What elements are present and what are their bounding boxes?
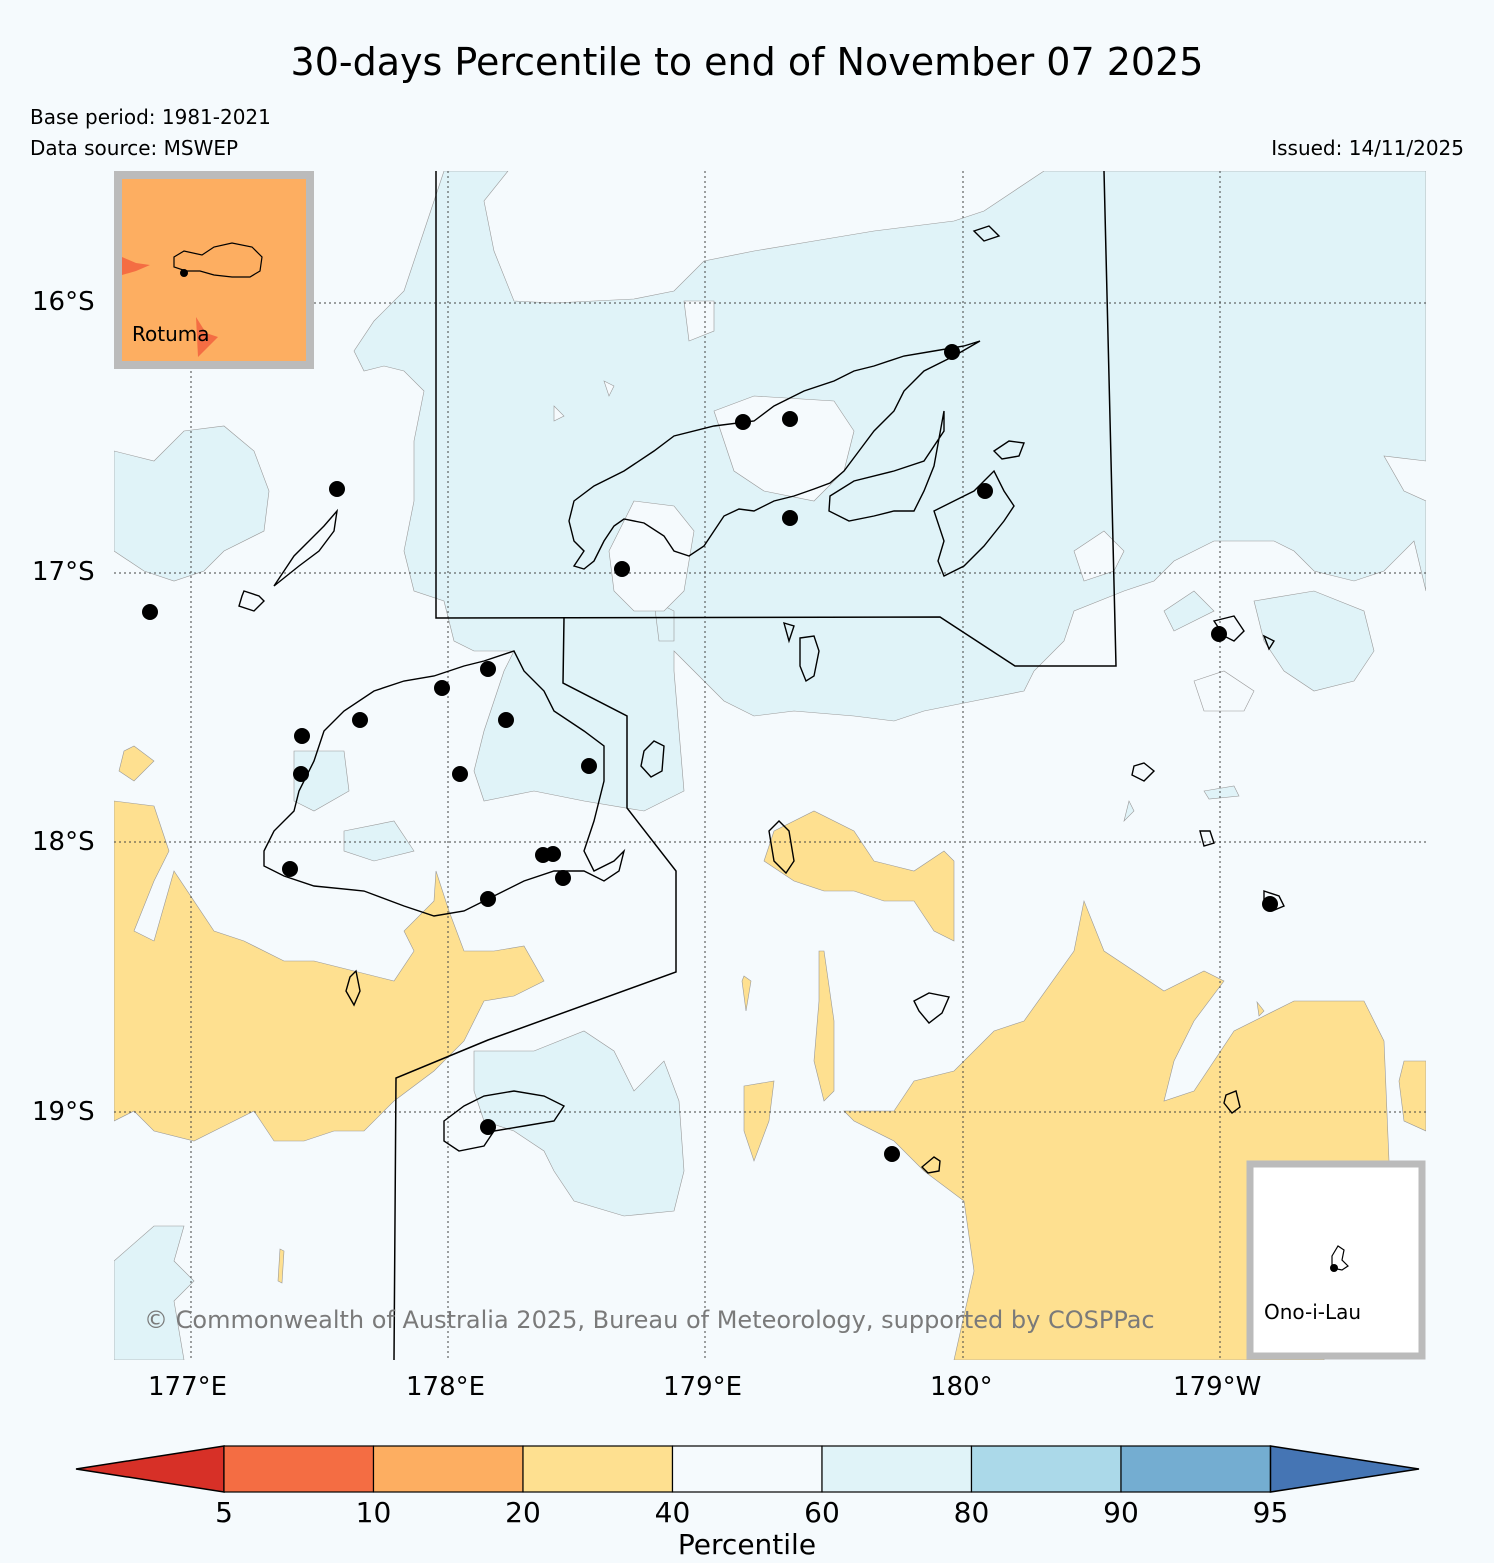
- colorbar-segment: [372, 1445, 524, 1493]
- rotuma-label: Rotuma: [132, 322, 210, 346]
- rotuma-patch-low-2: [196, 317, 218, 357]
- colorbar-extend-low: [75, 1445, 225, 1493]
- colorbar-tick-label: 40: [654, 1496, 691, 1529]
- lon-label-179w: 179°W: [1173, 1372, 1262, 1402]
- colorbar-tick-label: 5: [215, 1496, 233, 1529]
- base-period: Base period: 1981-2021: [30, 105, 271, 129]
- above-normal-regions: [114, 171, 1426, 1360]
- issued-date: Issued: 14/11/2025: [1271, 136, 1464, 160]
- lon-label-178e: 178°E: [406, 1372, 486, 1402]
- colorbar-segment: [671, 1445, 823, 1493]
- colorbar-tick-label: 90: [1103, 1496, 1139, 1529]
- colorbar-extend-high: [1269, 1445, 1420, 1493]
- colorbar-tick-label: 10: [355, 1496, 392, 1529]
- copyright-notice: © Commonwealth of Australia 2025, Bureau…: [144, 1306, 1155, 1334]
- inset-rotuma[interactable]: Rotuma: [114, 171, 314, 369]
- ono-map: Ono-i-Lau: [1246, 1160, 1426, 1360]
- colorbar-segment: [522, 1445, 674, 1493]
- normal-patches: [553, 300, 1255, 1312]
- lon-label-177e: 177°E: [148, 1372, 228, 1402]
- map-area[interactable]: [114, 171, 1426, 1360]
- lon-label-179e: 179°E: [663, 1372, 743, 1402]
- colorbar-graphic: [75, 1445, 1420, 1493]
- division-boundaries: [393, 171, 1117, 1360]
- ono-label: Ono-i-Lau: [1264, 1300, 1361, 1324]
- colorbar-tick-label: 20: [505, 1496, 541, 1529]
- lat-label-18s: 18°S: [32, 827, 95, 857]
- colorbar-tick-label: 80: [953, 1496, 990, 1529]
- map-title: 30-days Percentile to end of November 07…: [290, 40, 1204, 84]
- ono-station: [1330, 1264, 1338, 1272]
- colorbar-segment: [821, 1445, 973, 1493]
- inset-ono-i-lau[interactable]: Ono-i-Lau: [1246, 1160, 1426, 1360]
- station-dots: [142, 344, 1278, 1162]
- colorbar-tick-label: 60: [804, 1496, 840, 1529]
- lat-label-16s: 16°S: [32, 287, 95, 317]
- colorbar-label: Percentile: [677, 1528, 817, 1561]
- map-canvas: [114, 171, 1426, 1360]
- rotuma-patch-low: [122, 257, 150, 275]
- colorbar-segment: [223, 1445, 375, 1493]
- colorbar: [0, 1440, 1494, 1504]
- lat-label-19s: 19°S: [32, 1097, 95, 1127]
- graticule: [114, 171, 1426, 1360]
- lon-label-180: 180°: [930, 1372, 993, 1402]
- rotuma-map: Rotuma: [114, 171, 314, 369]
- lat-label-17s: 17°S: [32, 557, 95, 587]
- data-source: Data source: MSWEP: [30, 136, 239, 160]
- colorbar-segment: [970, 1445, 1122, 1493]
- colorbar-segment: [1120, 1445, 1272, 1493]
- rotuma-island: [173, 242, 263, 278]
- colorbar-tick-label: 95: [1252, 1496, 1289, 1529]
- rotuma-station: [180, 269, 188, 277]
- islands: [238, 225, 1356, 1262]
